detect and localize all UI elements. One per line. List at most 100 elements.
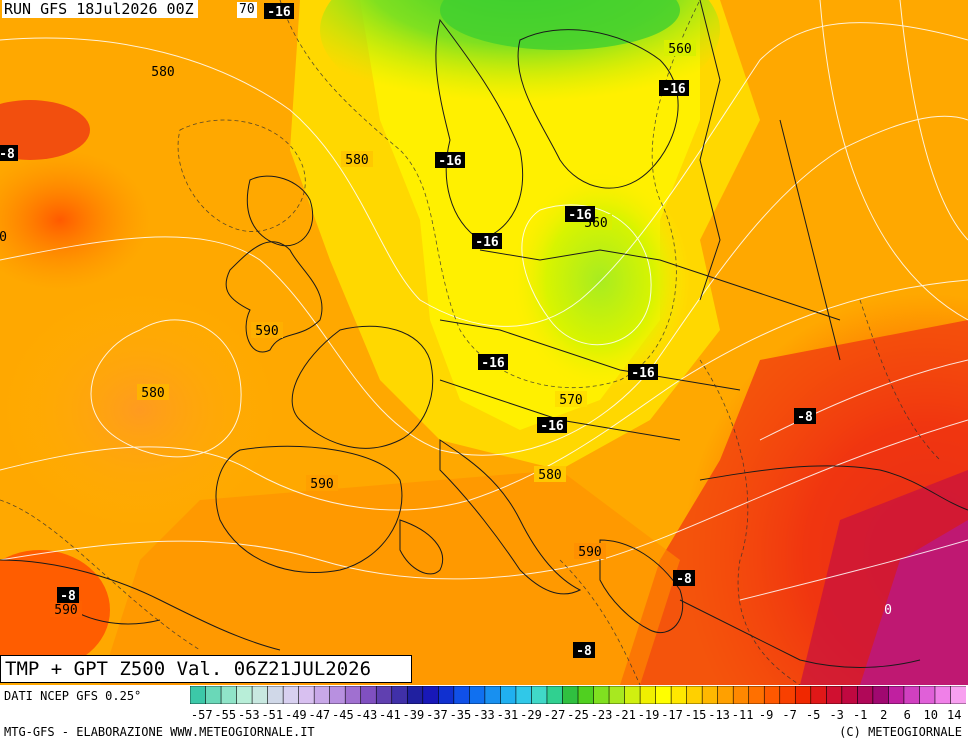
scale-label: -53 bbox=[238, 708, 260, 722]
color-scale-bar bbox=[190, 686, 966, 704]
scale-label: 10 bbox=[924, 708, 938, 722]
temperature-isotherms bbox=[0, 0, 941, 685]
scale-label: -9 bbox=[759, 708, 773, 722]
gpt-label: 580 bbox=[137, 384, 169, 401]
scale-label: -15 bbox=[685, 708, 707, 722]
temp-label: -16 bbox=[264, 3, 294, 20]
map-title: TMP + GPT Z500 Val. 06Z21JUL2026 bbox=[0, 655, 412, 683]
scale-swatch bbox=[903, 686, 921, 704]
scale-label: -35 bbox=[450, 708, 472, 722]
credit-left: MTG-GFS - ELABORAZIONE WWW.METEOGIORNALE… bbox=[4, 725, 315, 739]
scale-swatch bbox=[763, 686, 781, 704]
svg-text:0: 0 bbox=[0, 230, 7, 245]
scale-label: 14 bbox=[947, 708, 961, 722]
scale-swatch bbox=[670, 686, 688, 704]
svg-text:-8: -8 bbox=[0, 147, 15, 162]
svg-text:580: 580 bbox=[538, 468, 561, 483]
run-info-label: RUN GFS 18Jul2026 00Z bbox=[2, 0, 198, 18]
scale-swatch bbox=[344, 686, 362, 704]
scale-swatch bbox=[531, 686, 548, 704]
temp-label: -8 bbox=[573, 642, 595, 659]
svg-text:-16: -16 bbox=[481, 356, 505, 371]
scale-swatch bbox=[298, 686, 315, 704]
svg-text:-16: -16 bbox=[631, 366, 655, 381]
scale-swatch bbox=[577, 686, 595, 704]
scale-label: -45 bbox=[332, 708, 354, 722]
scale-swatch bbox=[562, 686, 579, 704]
svg-text:-16: -16 bbox=[475, 235, 499, 250]
scale-label: -41 bbox=[379, 708, 401, 722]
temp-label: -8 bbox=[673, 570, 695, 587]
svg-text:0: 0 bbox=[884, 603, 892, 618]
temp-label: -16 bbox=[537, 417, 567, 434]
scale-swatch bbox=[701, 686, 719, 704]
scale-swatch bbox=[205, 686, 222, 704]
scale-swatch bbox=[406, 686, 424, 704]
scale-swatch bbox=[469, 686, 486, 704]
scale-label: -3 bbox=[829, 708, 843, 722]
scale-swatch bbox=[717, 686, 734, 704]
temp-label: -16 bbox=[659, 80, 689, 97]
temp-label: -8 bbox=[0, 145, 18, 162]
scale-swatch bbox=[500, 686, 517, 704]
edge-label: 0 bbox=[0, 230, 7, 245]
svg-text:-16: -16 bbox=[438, 154, 462, 169]
scale-label: -39 bbox=[403, 708, 425, 722]
temp-label: -16 bbox=[628, 364, 658, 381]
gpt-label: 580 bbox=[341, 151, 373, 168]
scale-swatch bbox=[360, 686, 377, 704]
gpt-label: 590 bbox=[50, 601, 82, 618]
gpt-label: 590 bbox=[306, 475, 338, 492]
gpt-label: 580 bbox=[534, 466, 566, 483]
temp-label: -16 bbox=[435, 152, 465, 169]
scale-label: -13 bbox=[708, 708, 730, 722]
scale-swatch bbox=[748, 686, 765, 704]
svg-text:-8: -8 bbox=[60, 589, 76, 604]
temp-label: -16 bbox=[565, 206, 595, 223]
magenta-region-levant bbox=[860, 520, 968, 685]
scale-label: -43 bbox=[356, 708, 378, 722]
scale-swatch bbox=[251, 686, 269, 704]
temp-label: -16 bbox=[478, 354, 508, 371]
scale-swatch bbox=[546, 686, 564, 704]
svg-text:580: 580 bbox=[151, 65, 174, 80]
scale-swatch bbox=[438, 686, 455, 704]
scale-swatch bbox=[190, 686, 207, 704]
svg-text:-8: -8 bbox=[676, 572, 692, 587]
data-source: DATI NCEP GFS 0.25° bbox=[4, 689, 142, 703]
gpt-label: 580 bbox=[147, 63, 179, 80]
svg-text:-16: -16 bbox=[267, 5, 291, 20]
scale-swatch bbox=[484, 686, 502, 704]
scale-label: -21 bbox=[614, 708, 636, 722]
scale-swatch bbox=[919, 686, 936, 704]
svg-text:570: 570 bbox=[559, 393, 582, 408]
scale-swatch bbox=[794, 686, 812, 704]
scale-label: -27 bbox=[544, 708, 566, 722]
scale-swatch bbox=[267, 686, 284, 704]
scale-swatch bbox=[950, 686, 966, 704]
scale-label: -7 bbox=[782, 708, 796, 722]
svg-text:590: 590 bbox=[578, 545, 601, 560]
scale-label: -25 bbox=[567, 708, 589, 722]
credit-right: (C) METEOGIORNALE bbox=[839, 725, 962, 739]
corner-value: 70 bbox=[237, 2, 257, 18]
cold-pool-north-detail bbox=[440, 0, 680, 50]
scale-label: -23 bbox=[591, 708, 613, 722]
scale-swatch bbox=[872, 686, 890, 704]
scale-swatch bbox=[236, 686, 253, 704]
scale-swatch bbox=[391, 686, 408, 704]
scale-swatch bbox=[934, 686, 952, 704]
scale-swatch bbox=[313, 686, 331, 704]
temp-label: -8 bbox=[57, 587, 79, 604]
scale-label: -37 bbox=[426, 708, 448, 722]
svg-text:590: 590 bbox=[54, 603, 77, 618]
scale-label: -1 bbox=[853, 708, 867, 722]
scale-label: -31 bbox=[497, 708, 519, 722]
gpt-label: 570 bbox=[555, 391, 587, 408]
gpt-label: 590 bbox=[574, 543, 606, 560]
temp-label: -8 bbox=[794, 408, 816, 425]
scale-swatch bbox=[329, 686, 346, 704]
scale-label: -55 bbox=[214, 708, 236, 722]
gpt-label: 560 bbox=[664, 40, 696, 57]
